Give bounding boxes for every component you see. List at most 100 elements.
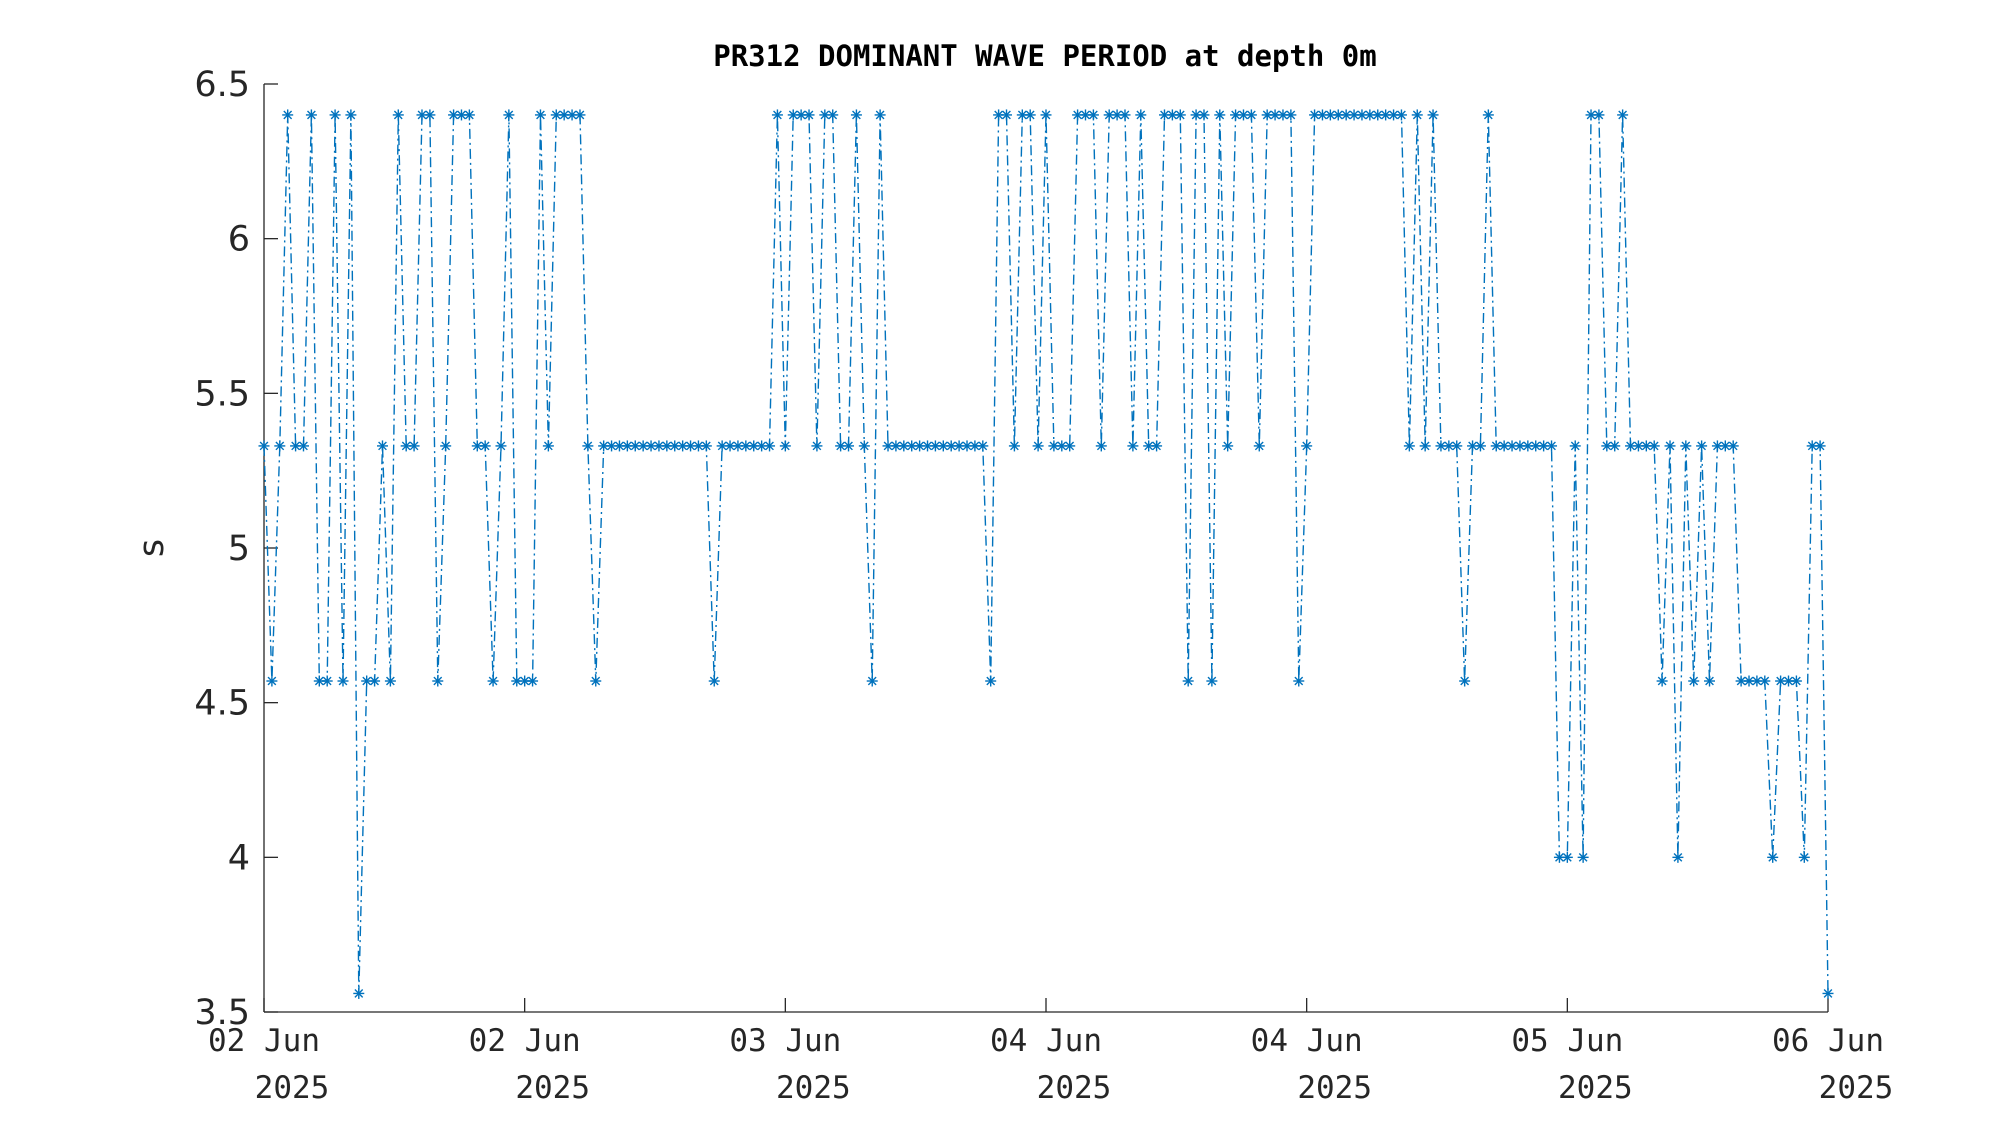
data-point: [590, 675, 602, 687]
data-point: [1672, 851, 1684, 863]
data-point: [1064, 440, 1076, 452]
data-point: [850, 109, 862, 121]
data-point: [503, 109, 515, 121]
data-point: [1704, 675, 1716, 687]
data-point: [1680, 440, 1692, 452]
data-point: [1372, 109, 1384, 121]
data-point: [1222, 440, 1234, 452]
data-point: [1395, 109, 1407, 121]
x-tick-label-year: 2025: [255, 1070, 330, 1106]
data-point: [408, 440, 420, 452]
data-point: [337, 675, 349, 687]
data-point: [1253, 440, 1265, 452]
data-point: [637, 440, 649, 452]
data-point: [937, 440, 949, 452]
y-ticks: 3.5 4 4.5 5 5.5 6 6.5: [194, 65, 278, 1033]
data-point: [1822, 987, 1834, 999]
x-tick-label-day: 02 Jun: [469, 1023, 581, 1059]
data-point: [1166, 109, 1178, 121]
data-point: [1688, 675, 1700, 687]
data-point: [1151, 440, 1163, 452]
data-point: [1656, 675, 1668, 687]
data-point: [1735, 675, 1747, 687]
data-point: [1245, 109, 1257, 121]
x-tick-label-year: 2025: [1558, 1070, 1633, 1106]
data-point: [487, 675, 499, 687]
x-tick-label-year: 2025: [1819, 1070, 1894, 1106]
data-point: [416, 109, 428, 121]
data-point: [282, 109, 294, 121]
data-point: [803, 109, 815, 121]
data-point: [1158, 109, 1170, 121]
data-point: [1617, 109, 1629, 121]
data-point: [471, 440, 483, 452]
data-point: [1783, 675, 1795, 687]
data-point: [1095, 440, 1107, 452]
data-point: [1135, 109, 1147, 121]
data-point: [1790, 675, 1802, 687]
data-point: [1451, 440, 1463, 452]
series-markers: [258, 109, 1834, 999]
x-tick-label-day: 04 Jun: [990, 1023, 1102, 1059]
data-point: [771, 109, 783, 121]
data-point: [1798, 851, 1810, 863]
data-point: [708, 675, 720, 687]
data-point: [329, 109, 341, 121]
data-point: [582, 440, 594, 452]
data-point: [677, 440, 689, 452]
x-tick-label-day: 03 Jun: [729, 1023, 841, 1059]
data-point: [1364, 109, 1376, 121]
data-point: [558, 109, 570, 121]
x-tick-label-day: 05 Jun: [1511, 1023, 1623, 1059]
data-point: [764, 440, 776, 452]
data-point: [977, 440, 989, 452]
data-point: [811, 440, 823, 452]
data-point: [1024, 109, 1036, 121]
data-point: [1087, 109, 1099, 121]
data-point: [1143, 440, 1155, 452]
data-point: [495, 440, 507, 452]
data-point: [1119, 109, 1131, 121]
data-point: [866, 675, 878, 687]
data-point: [574, 109, 586, 121]
data-point: [424, 109, 436, 121]
data-point: [1498, 440, 1510, 452]
data-point: [519, 675, 531, 687]
data-point: [1640, 440, 1652, 452]
data-point: [1814, 440, 1826, 452]
data-point: [392, 109, 404, 121]
data-point: [1609, 440, 1621, 452]
data-point: [874, 109, 886, 121]
data-point: [1459, 675, 1471, 687]
data-point: [1182, 675, 1194, 687]
x-tick-label-day: 04 Jun: [1251, 1023, 1363, 1059]
data-point: [297, 440, 309, 452]
data-point: [985, 675, 997, 687]
data-point: [274, 440, 286, 452]
x-tick-label-year: 2025: [776, 1070, 851, 1106]
data-point: [1072, 109, 1084, 121]
data-point: [542, 440, 554, 452]
y-tick-label: 5.5: [194, 374, 250, 414]
data-point: [1001, 109, 1013, 121]
data-point: [1490, 440, 1502, 452]
data-point: [566, 109, 578, 121]
data-point: [748, 440, 760, 452]
data-point: [1293, 675, 1305, 687]
x-tick-label-year: 2025: [1297, 1070, 1372, 1106]
data-point: [1214, 109, 1226, 121]
data-point: [1546, 440, 1558, 452]
data-point: [1230, 109, 1242, 121]
y-tick-label: 6.5: [194, 65, 250, 105]
data-point: [1198, 109, 1210, 121]
data-point: [1403, 440, 1415, 452]
data-point: [1727, 440, 1739, 452]
data-point: [858, 440, 870, 452]
y-tick-label: 5: [228, 529, 250, 569]
data-point: [290, 440, 302, 452]
data-point: [353, 987, 365, 999]
data-point: [527, 675, 539, 687]
data-point: [779, 440, 791, 452]
chart-title: PR312 DOMINANT WAVE PERIOD at depth 0m: [713, 39, 1376, 73]
